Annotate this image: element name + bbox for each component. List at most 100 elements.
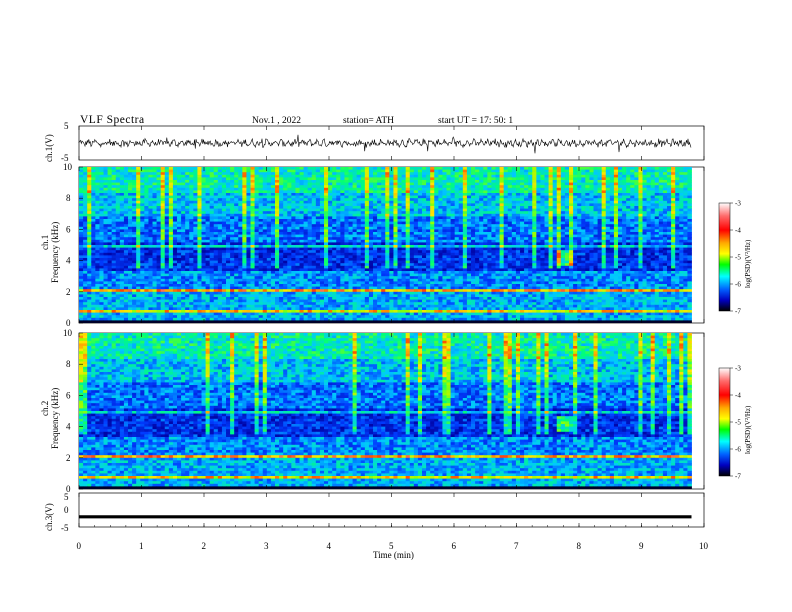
spectrogram-cell <box>356 200 362 204</box>
spectrogram-cell <box>499 237 505 241</box>
spectrogram-cell <box>475 247 480 251</box>
spectrogram-cell <box>393 206 398 209</box>
spectrogram-cell <box>573 211 578 215</box>
spectrogram-cell <box>462 221 468 225</box>
spectrogram-cell <box>123 203 129 207</box>
spectrogram-cell <box>385 208 390 212</box>
spectrogram-cell <box>79 216 84 220</box>
spectrogram-cell <box>548 232 554 235</box>
spectrogram-cell <box>144 211 149 215</box>
spectrogram-cell <box>270 193 276 196</box>
spectrogram-cell <box>662 172 668 176</box>
spectrogram-cell <box>95 211 100 215</box>
spectrogram-cell <box>311 190 317 194</box>
spectrogram-cell <box>581 219 586 222</box>
spectrogram-cell <box>450 226 456 230</box>
spectrogram-cell <box>458 193 464 196</box>
spectrogram-cell <box>356 203 362 207</box>
spectrogram-cell <box>466 187 472 191</box>
spectrogram-cell <box>483 221 488 225</box>
spectrogram-cell <box>499 221 505 225</box>
spectrogram-cell <box>650 172 656 176</box>
spectrogram-cell <box>434 247 439 251</box>
spectrogram-cell <box>99 237 104 241</box>
spectrogram-cell <box>364 229 370 233</box>
spectrogram-cell <box>438 174 443 178</box>
spectrogram-cell <box>650 221 656 225</box>
spectrogram-cell <box>454 193 460 196</box>
spectrogram-cell <box>544 221 549 225</box>
spectrogram-cell <box>373 245 378 248</box>
spectrogram-cell <box>450 203 456 207</box>
spectrogram-cell <box>328 221 333 225</box>
spectrogram-cell <box>638 193 643 196</box>
spectrogram-cell <box>246 172 251 176</box>
spectrogram-cell <box>450 221 456 225</box>
spectrogram-cell <box>642 247 647 251</box>
spectrogram-cell <box>303 216 309 220</box>
spectrogram-cell <box>487 239 492 243</box>
spectrogram-cell <box>123 232 129 235</box>
spectrogram-cell <box>491 169 496 173</box>
spectrogram-cell <box>258 203 264 207</box>
spectrogram-cell <box>511 213 517 217</box>
spectrogram-cell <box>638 203 643 207</box>
spectrogram-cell <box>148 250 153 254</box>
spectrogram-cell <box>540 234 545 238</box>
spectrogram-cell <box>226 237 231 241</box>
spectrogram-cell <box>662 195 668 199</box>
spectrogram-cell <box>532 174 537 178</box>
spectrogram-cell <box>360 193 366 196</box>
spectrogram-cell <box>352 239 358 243</box>
spectrogram-cell <box>683 224 688 228</box>
spectrogram-cell <box>507 221 513 225</box>
spectrogram-cell <box>156 237 162 241</box>
spectrogram-cell <box>438 208 443 212</box>
spectrogram-cell <box>446 193 451 196</box>
spectrogram-cell <box>389 193 394 196</box>
spectrogram-cell <box>646 208 652 212</box>
spectrogram-cell <box>328 206 333 209</box>
spectrogram-cell <box>213 200 219 204</box>
spectrogram-cell <box>193 200 198 204</box>
spectrogram-cell <box>597 216 603 220</box>
spectrogram-cell <box>340 174 345 178</box>
spectrogram-cell <box>221 200 227 204</box>
spectrogram-cell <box>111 239 117 243</box>
spectrogram-cell <box>642 221 647 225</box>
spectrogram-cell <box>177 206 182 209</box>
spectrogram-cell <box>201 190 206 194</box>
spectrogram-cell <box>462 180 468 183</box>
spectrogram-cell <box>356 237 362 241</box>
spectrogram-cell <box>238 169 243 173</box>
spectrogram-cell <box>287 232 292 235</box>
spectrogram-cell <box>462 232 468 235</box>
spectrogram-cell <box>79 213 84 217</box>
spectrogram-cell <box>430 167 435 170</box>
spectrogram-cell <box>177 239 182 243</box>
spectrogram-cell <box>234 250 239 254</box>
spectrogram-cell <box>111 226 117 230</box>
spectrogram-cell <box>250 239 255 243</box>
spectrogram-cell <box>654 169 660 173</box>
spectrogram-cell <box>168 190 174 194</box>
spectrogram-cell <box>626 206 631 209</box>
spectrogram-cell <box>634 237 639 241</box>
spectrogram-cell <box>115 242 121 246</box>
spectrogram-cell <box>111 174 117 178</box>
spectrogram-cell <box>332 200 337 204</box>
spectrogram-cell <box>242 226 247 230</box>
spectrogram-cell <box>291 180 296 183</box>
spectrogram-cell <box>409 182 415 186</box>
spectrogram-cell <box>213 229 219 233</box>
spectrogram-cell <box>646 237 652 241</box>
spectrogram-cell <box>132 174 137 178</box>
spectrogram-cell <box>246 206 251 209</box>
spectrogram-cell <box>613 229 619 233</box>
spectrogram-cell <box>311 224 317 228</box>
spectrogram-cell <box>283 172 288 176</box>
spectrogram-cell <box>585 247 590 251</box>
spectrogram-cell <box>503 185 509 189</box>
spectrogram-cell <box>646 211 652 215</box>
spectrogram-cell <box>667 180 672 183</box>
